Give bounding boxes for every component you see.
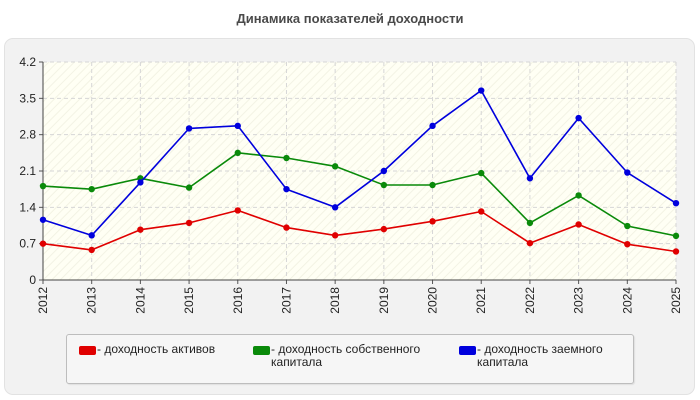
- data-point-2: [234, 122, 241, 130]
- series-line-0: [42, 209, 677, 253]
- data-point-0: [575, 221, 582, 228]
- y-tick-label: 2.1: [19, 164, 36, 178]
- data-point-2: [380, 167, 388, 175]
- data-point-0: [672, 248, 680, 255]
- x-tick-label: 2015: [182, 287, 196, 314]
- legend-item-equity: - доходность собственного капитала: [253, 343, 423, 369]
- y-tick-label: 2.8: [19, 128, 36, 142]
- data-point-1: [331, 163, 339, 170]
- series-line-2: [42, 89, 677, 237]
- x-tick-label: 2025: [669, 287, 683, 314]
- data-point-2: [283, 185, 290, 193]
- legend-item-debt: - доходность заемного капитала: [459, 343, 629, 369]
- legend-swatch-debt: [459, 346, 476, 355]
- x-tick-label: 2012: [36, 287, 50, 314]
- data-point-1: [88, 185, 95, 193]
- chart-legend: - доходность активов - доходность собств…: [66, 334, 634, 384]
- data-point-0: [478, 208, 485, 215]
- data-point-0: [137, 226, 144, 233]
- legend-label-equity: - доходность собственного капитала: [271, 342, 421, 369]
- legend-item-assets: - доходность активов: [79, 343, 249, 356]
- data-point-2: [331, 204, 339, 211]
- data-point-0: [185, 219, 193, 227]
- x-tick-label: 2019: [377, 287, 391, 314]
- data-point-1: [185, 184, 193, 191]
- data-point-2: [526, 175, 534, 182]
- y-tick-label: 0: [29, 273, 36, 287]
- chart-title: Динамика показателей доходности: [236, 11, 464, 26]
- data-point-2: [478, 87, 485, 94]
- x-tick-label: 2023: [572, 287, 586, 314]
- x-tick-label: 2020: [426, 287, 440, 314]
- y-tick-label: 4.2: [19, 55, 36, 69]
- data-point-1: [526, 219, 534, 227]
- x-tick-label: 2016: [231, 287, 245, 314]
- legend-swatch-assets: [79, 346, 96, 355]
- data-point-0: [234, 207, 241, 214]
- y-tick-label: 0.7: [19, 237, 36, 251]
- x-tick-label: 2013: [85, 287, 99, 314]
- data-point-2: [575, 114, 582, 122]
- legend-label-assets: - доходность активов: [97, 342, 216, 356]
- data-point-0: [526, 239, 534, 247]
- data-point-0: [88, 246, 95, 254]
- x-tick-label: 2022: [523, 287, 537, 314]
- series-line-1: [42, 152, 677, 237]
- data-point-2: [88, 232, 95, 239]
- legend-swatch-equity: [253, 346, 270, 355]
- data-point-2: [137, 179, 144, 186]
- data-point-0: [331, 232, 339, 239]
- data-point-1: [478, 169, 485, 177]
- data-point-1: [575, 192, 582, 199]
- x-tick-label: 2017: [279, 287, 293, 314]
- data-point-1: [39, 182, 47, 190]
- x-tick-label: 2018: [328, 287, 342, 314]
- data-point-1: [672, 232, 680, 240]
- data-point-0: [429, 218, 436, 225]
- data-point-0: [39, 240, 47, 247]
- data-point-2: [185, 125, 193, 132]
- data-point-2: [672, 199, 680, 207]
- data-point-1: [380, 181, 388, 189]
- legend-label-debt: - доходность заемного капитала: [477, 342, 603, 369]
- y-tick-label: 1.4: [19, 200, 36, 214]
- x-tick-label: 2014: [133, 287, 147, 314]
- x-tick-label: 2024: [620, 287, 634, 314]
- data-point-1: [429, 181, 436, 189]
- data-point-1: [624, 222, 631, 230]
- data-point-0: [283, 224, 290, 231]
- data-point-2: [429, 122, 436, 130]
- data-point-0: [380, 225, 388, 233]
- data-point-0: [624, 240, 631, 248]
- data-point-1: [234, 149, 241, 157]
- y-tick-label: 3.5: [19, 91, 36, 105]
- x-tick-label: 2021: [474, 287, 488, 314]
- data-point-2: [39, 216, 47, 223]
- data-point-2: [624, 169, 631, 176]
- data-point-1: [283, 154, 290, 162]
